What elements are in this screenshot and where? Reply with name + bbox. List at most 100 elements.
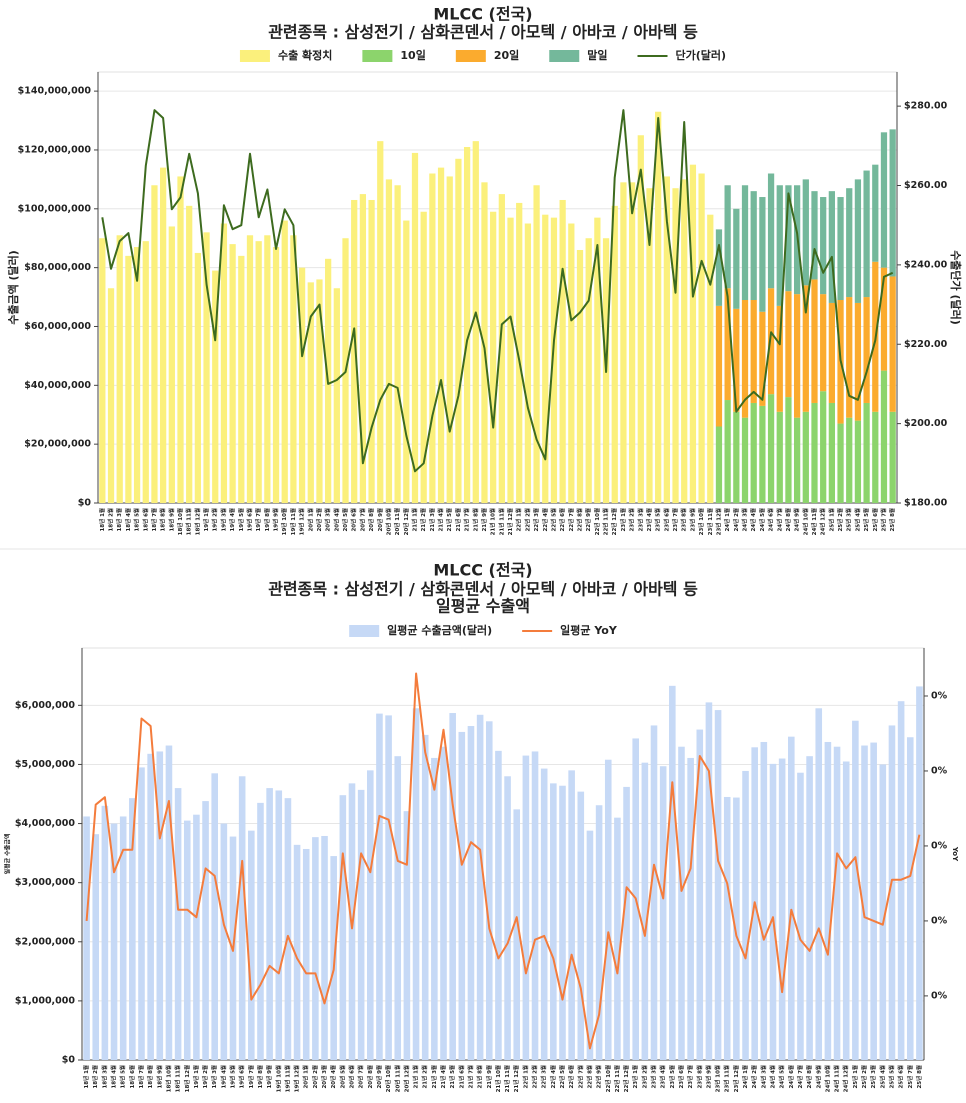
bar: [724, 288, 731, 401]
bar: [312, 837, 319, 1060]
x-tick-label: 19년 7월: [247, 1065, 255, 1089]
bar: [490, 211, 497, 504]
x-tick-label: 22년 4월: [549, 1065, 557, 1089]
y-tick-label: $140,000,000: [18, 86, 92, 97]
bar: [255, 241, 262, 503]
bar: [837, 423, 844, 503]
x-tick-label: 21년 1월: [412, 1065, 420, 1089]
bar: [168, 226, 175, 503]
bar: [846, 417, 853, 503]
bar: [467, 726, 475, 1060]
x-tick-label: 22년 11월: [613, 1065, 621, 1092]
bar: [863, 297, 870, 403]
y-tick-label: $20,000,000: [24, 439, 91, 450]
x-tick-label: 18년 4월: [110, 1065, 118, 1089]
x-tick-label: 20년 1월: [302, 1065, 310, 1089]
y-tick-label: $40,000,000: [24, 380, 91, 391]
bar: [628, 182, 636, 504]
bar: [733, 797, 740, 1060]
bar: [302, 848, 310, 1060]
x-tick-label: 18년 10월: [164, 1065, 172, 1092]
bar: [769, 763, 777, 1060]
y-tick-label: $5,000,000: [15, 759, 75, 770]
bar: [650, 725, 658, 1060]
x-tick-label: 24년 4월: [768, 1065, 776, 1089]
x-tick-label: 23년 11월: [706, 508, 714, 535]
bar: [568, 223, 575, 503]
bar: [83, 816, 90, 1060]
bar: [542, 214, 549, 503]
bar: [815, 708, 823, 1060]
x-tick-label: 25년 1월: [851, 1065, 859, 1089]
x-tick-label: 22년 10월: [604, 1065, 612, 1092]
x-tick-label: 24년 3월: [741, 508, 749, 532]
bar: [595, 805, 603, 1060]
bar: [376, 713, 383, 1060]
bar: [797, 772, 804, 1060]
bar: [750, 402, 757, 503]
y2-tick-label: $200.00: [904, 418, 948, 429]
legend-label: 단가(달러): [676, 48, 727, 62]
x-tick-label: 22년 3월: [540, 1065, 548, 1089]
x-tick-label: 23년 12월: [732, 1065, 740, 1092]
x-tick-label: 23년 1월: [619, 508, 627, 532]
bar: [284, 798, 292, 1060]
x-tick-label: 19년 6월: [238, 1065, 246, 1089]
y2-tick-label: 0%: [931, 690, 948, 701]
bar: [733, 411, 740, 503]
bar: [854, 420, 862, 503]
bar: [824, 741, 832, 1060]
x-tick-label: 20년 5월: [338, 1065, 346, 1089]
x-tick-label: 24년 4월: [749, 508, 757, 532]
x-tick-label: 21년 11월: [503, 1065, 511, 1092]
x-tick-label: 25년 6월: [897, 1065, 905, 1089]
bar: [431, 757, 438, 1060]
bar: [559, 785, 566, 1060]
x-tick-label: 18년 3월: [100, 1065, 108, 1089]
bar: [307, 282, 314, 503]
x-tick-label: 24년 10월: [801, 508, 809, 535]
bar: [870, 742, 877, 1060]
x-tick-label: 19년 5월: [229, 1065, 237, 1089]
x-tick-label: 19년 4월: [219, 1065, 227, 1089]
bar: [211, 773, 219, 1060]
x-tick-label: 23년 11월: [723, 1065, 731, 1092]
x-tick-label: 20년 11월: [393, 508, 401, 535]
x-tick-label: 21년 4월: [437, 508, 445, 532]
x-tick-label: 21년 3월: [428, 508, 436, 532]
y-tick-label: $2,000,000: [15, 936, 75, 947]
bar: [266, 788, 273, 1060]
bar: [715, 229, 723, 306]
bar: [257, 802, 264, 1060]
bar: [852, 720, 859, 1060]
x-tick-label: 19년 11월: [289, 508, 297, 535]
bar: [820, 294, 827, 392]
bar: [778, 758, 786, 1060]
x-tick-label: 18년 1월: [98, 508, 106, 532]
x-tick-label: 23년 10월: [697, 508, 705, 535]
x-tick-label: 19년 8월: [256, 1065, 264, 1089]
bar: [290, 235, 297, 504]
x-tick-label: 20년 7월: [358, 508, 366, 532]
x-tick-label: 22년 3월: [532, 508, 540, 532]
bar: [394, 756, 402, 1060]
bar: [193, 814, 200, 1060]
bar: [246, 235, 254, 504]
bar: [160, 167, 167, 504]
x-tick-label: 23년 10월: [714, 1065, 722, 1092]
x-tick-label: 23년 1월: [631, 1065, 639, 1089]
bar: [101, 805, 109, 1060]
bar: [357, 789, 365, 1060]
bar: [714, 710, 722, 1060]
x-tick-label: 23년 2월: [640, 1065, 648, 1089]
x-tick-label: 21년 4월: [439, 1065, 447, 1089]
x-tick-label: 20년 2월: [315, 508, 323, 532]
x-tick-label: 25년 2월: [860, 1065, 868, 1089]
bar: [522, 755, 530, 1060]
bar: [872, 411, 879, 503]
x-tick-label: 25년 3월: [845, 508, 853, 532]
x-tick-label: 25년 2월: [836, 508, 844, 532]
x-tick-label: 18년 6월: [128, 1065, 136, 1089]
y-tick-label: $120,000,000: [18, 144, 92, 155]
y-tick-label: $1,000,000: [15, 995, 75, 1006]
